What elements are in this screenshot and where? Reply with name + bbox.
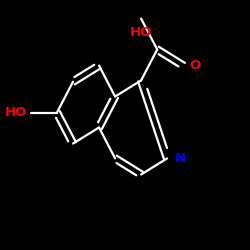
Text: N: N	[174, 152, 186, 165]
Text: O: O	[189, 59, 200, 72]
Text: HO: HO	[130, 26, 152, 38]
Text: HO: HO	[5, 106, 27, 119]
